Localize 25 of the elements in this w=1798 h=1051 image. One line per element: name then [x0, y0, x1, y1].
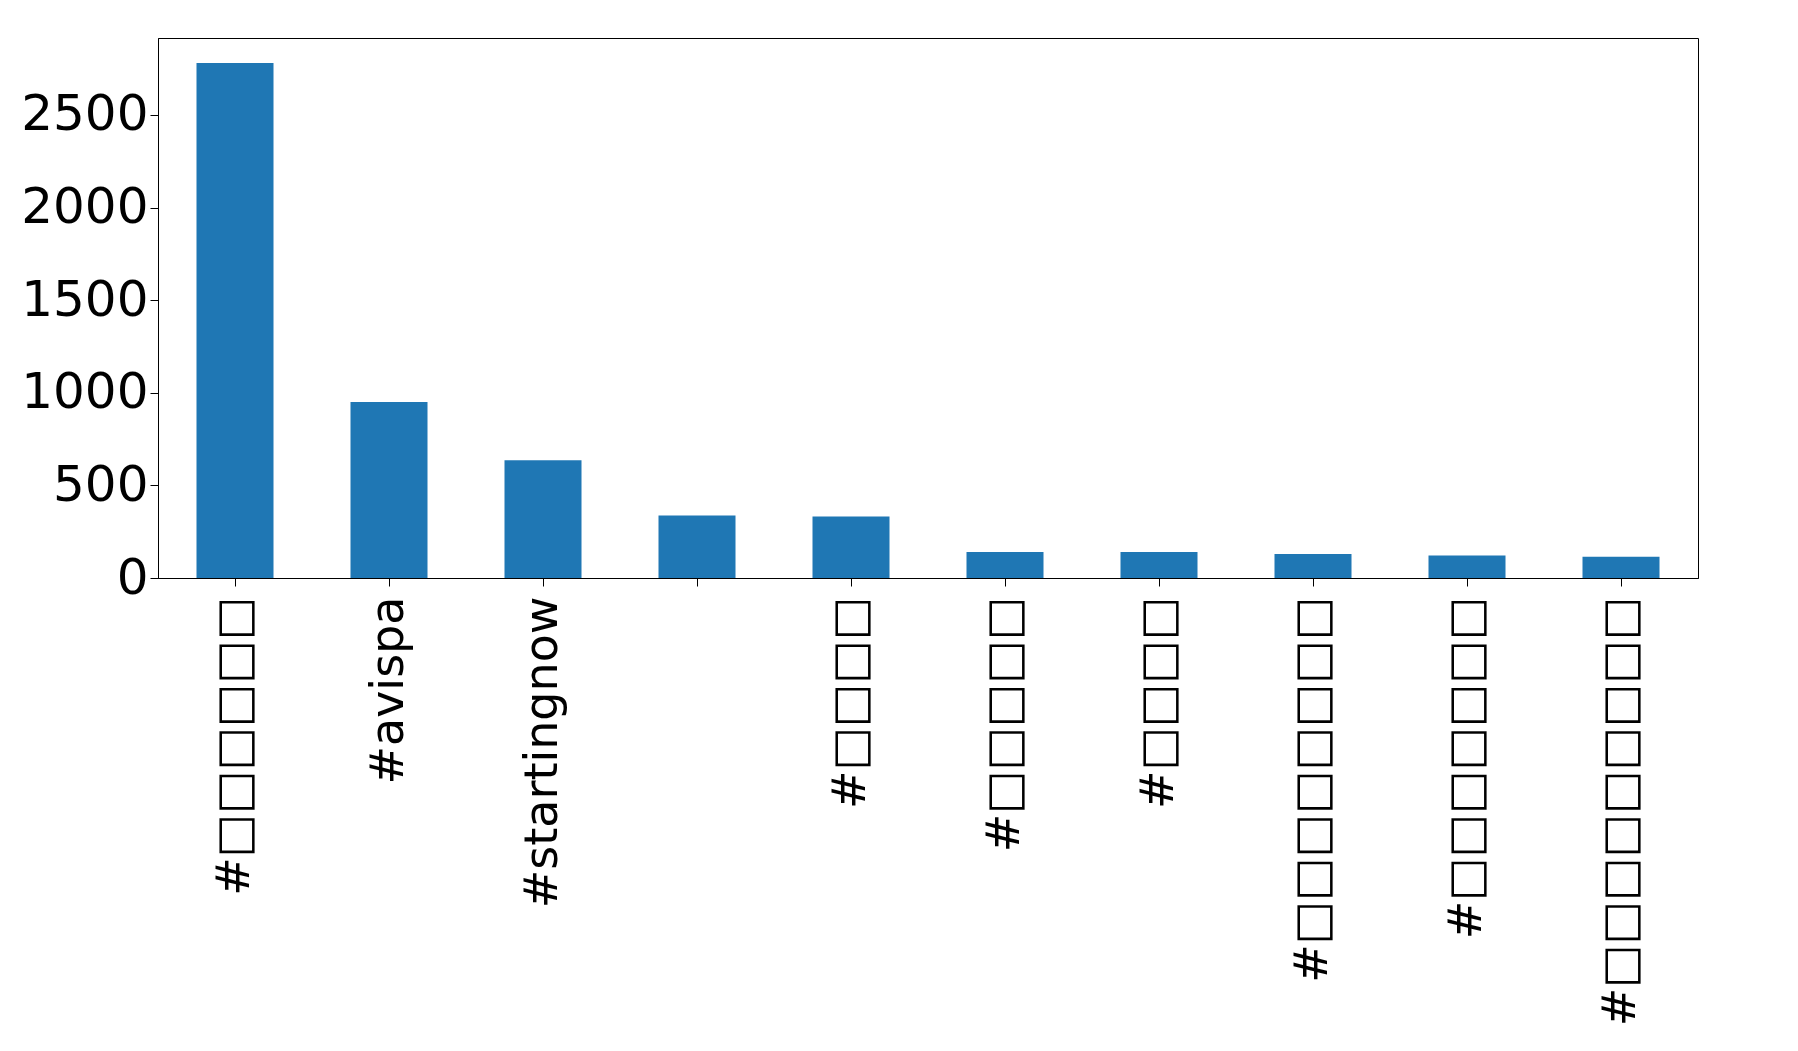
x-tick-label: #□□□□□□	[206, 596, 260, 896]
y-tick-label: 1500	[21, 269, 149, 328]
bar	[196, 63, 274, 578]
y-tick-label: 1000	[21, 362, 149, 421]
x-tick-label: #startingnow	[514, 596, 568, 909]
bar	[812, 516, 890, 578]
x-tick-label: #□□□□	[822, 596, 876, 809]
bar	[1428, 555, 1506, 578]
bar	[504, 460, 582, 578]
bar	[350, 402, 428, 578]
bar	[658, 515, 736, 578]
y-tick-label: 500	[53, 454, 149, 513]
bar	[1582, 556, 1660, 578]
x-tick-label: #□□□□□□□□	[1284, 596, 1338, 983]
bar	[1274, 553, 1352, 578]
x-tick-label: #avispa	[360, 596, 414, 785]
bar	[1120, 552, 1198, 578]
y-tick-label: 2000	[21, 177, 149, 235]
x-tick-label: #□□□□	[1130, 596, 1184, 809]
y-tick-label: 0	[116, 547, 149, 606]
x-tick-label: #□□□□□□□	[1438, 596, 1492, 940]
bar	[966, 552, 1044, 578]
x-tick-label: #□□□□□	[976, 596, 1030, 853]
y-tick-label: 2500	[21, 84, 149, 143]
x-tick-label: #□□□□□□□□□	[1592, 596, 1646, 1027]
